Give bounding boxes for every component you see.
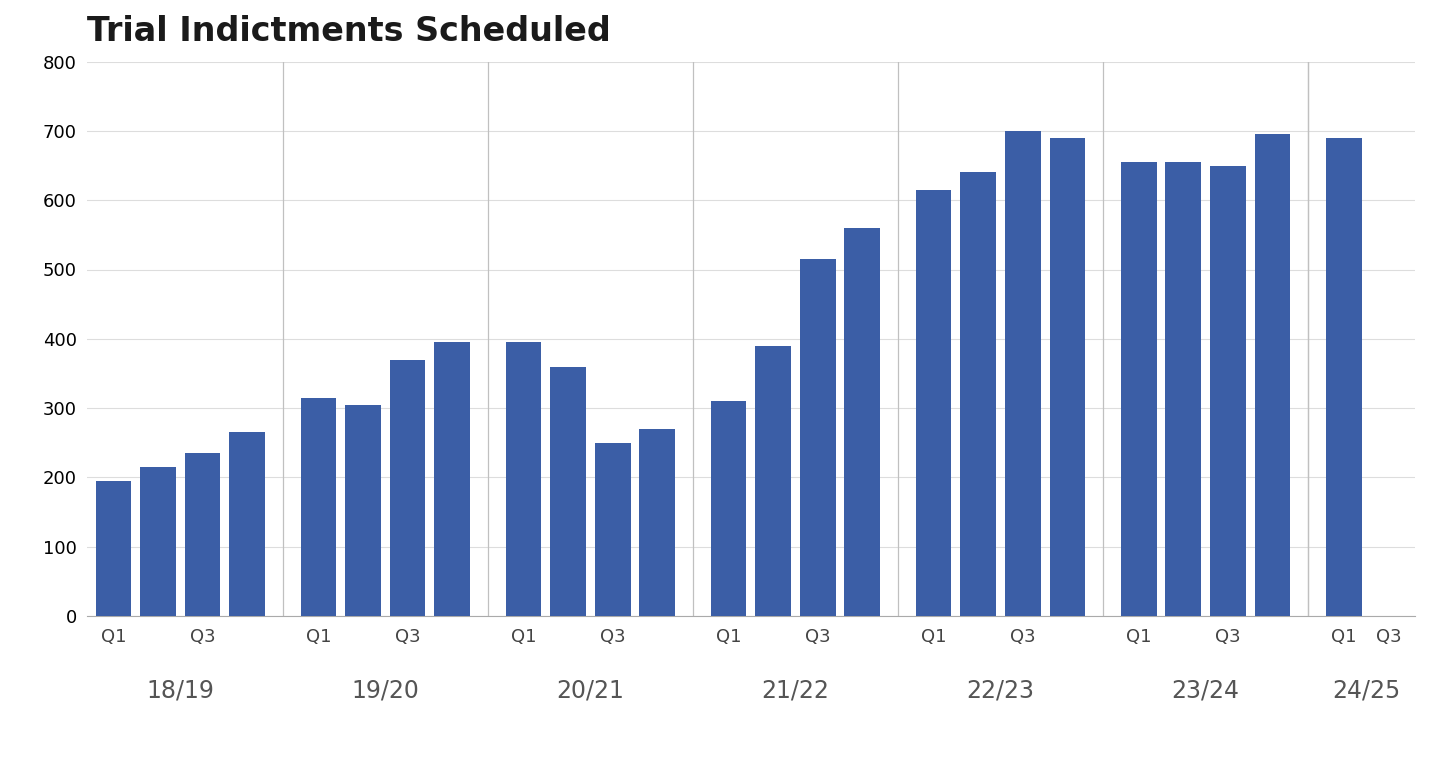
Text: 22/23: 22/23 — [966, 678, 1034, 702]
Bar — [140, 467, 176, 616]
Text: 19/20: 19/20 — [351, 678, 419, 702]
Bar — [845, 228, 881, 616]
Bar — [435, 342, 471, 616]
Text: 23/24: 23/24 — [1171, 678, 1239, 702]
Bar — [1255, 134, 1291, 616]
Text: Trial Indictments Scheduled: Trial Indictments Scheduled — [87, 15, 611, 48]
Bar — [1005, 131, 1041, 616]
Bar — [640, 429, 676, 616]
Bar — [1121, 162, 1157, 616]
Bar — [185, 453, 221, 616]
Text: 21/22: 21/22 — [761, 678, 829, 702]
Bar — [710, 401, 747, 616]
Bar — [1326, 138, 1362, 616]
Bar — [95, 480, 131, 616]
Bar — [230, 433, 264, 616]
Bar — [300, 397, 336, 616]
Bar — [960, 172, 996, 616]
Bar — [1050, 138, 1086, 616]
Bar — [390, 360, 426, 616]
Bar — [550, 367, 586, 616]
Text: 24/25: 24/25 — [1331, 678, 1401, 702]
Bar — [755, 346, 791, 616]
Bar — [595, 443, 631, 616]
Bar — [505, 342, 542, 616]
Bar — [1210, 166, 1246, 616]
Bar — [800, 259, 836, 616]
Text: 20/21: 20/21 — [556, 678, 624, 702]
Bar — [915, 190, 952, 616]
Text: 18/19: 18/19 — [146, 678, 214, 702]
Bar — [1165, 162, 1201, 616]
Bar — [345, 405, 381, 616]
